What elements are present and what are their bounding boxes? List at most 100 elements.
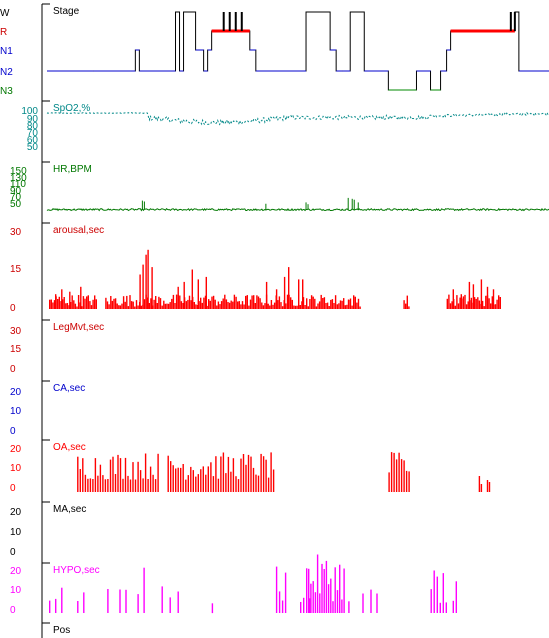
y-tick-label-hr: 50 (10, 199, 22, 210)
arousal-bar (127, 306, 130, 309)
arousal-bar (320, 294, 322, 309)
arousal-bar (81, 306, 83, 309)
hypo-bar (161, 586, 163, 613)
arousal-bar (267, 303, 269, 309)
arousal-bar (205, 276, 207, 309)
arousal-bar (309, 299, 311, 309)
arousal-bar (145, 254, 147, 309)
arousal-bar (351, 305, 353, 309)
oa-bar (187, 475, 189, 492)
arousal-bar (94, 295, 96, 309)
oa-bar (134, 479, 137, 492)
arousal-bar (291, 299, 293, 309)
arousal-bar (478, 300, 481, 309)
hypo-bar (284, 572, 287, 613)
panel-title-hypo: HYPO,sec (53, 565, 100, 576)
arousal-bar (219, 304, 221, 309)
oa-bar (210, 462, 212, 492)
y-tick-label-hypo: 0 (10, 605, 16, 616)
oa-bar (232, 458, 235, 492)
arousal-bar (473, 297, 476, 309)
hypo-bar (49, 600, 51, 613)
oa-bar (227, 456, 230, 492)
arousal-bar (58, 296, 60, 309)
arousal-bar (357, 298, 360, 309)
oa-bar (124, 457, 127, 492)
arousal-bar (498, 295, 500, 309)
arousal-bar (71, 295, 73, 309)
oa-bar (220, 456, 222, 492)
arousal-bar (499, 297, 501, 309)
arousal-bar (69, 291, 71, 309)
hypo-bar (61, 587, 63, 613)
oa-bar (127, 475, 129, 492)
y-tick-label-ca: 20 (10, 387, 22, 398)
oa-bar (403, 460, 405, 492)
arousal-bar (124, 301, 126, 309)
arousal-bar (259, 298, 261, 309)
arousal-bar (68, 305, 70, 309)
oa-bar (222, 452, 225, 492)
arousal-bar (122, 296, 125, 309)
arousal-bar (206, 305, 208, 309)
oa-bar (255, 474, 257, 492)
arousal-bar (235, 296, 237, 309)
oa-bar (175, 468, 177, 492)
arousal-bar (448, 294, 450, 309)
arousal-bar (116, 303, 118, 309)
hypo-bar (362, 593, 364, 613)
oa-bar (390, 452, 393, 492)
arousal-bar (135, 300, 138, 309)
oa-bar (237, 479, 240, 492)
arousal-bar (270, 300, 273, 309)
y-tick-label-ma: 0 (10, 547, 16, 558)
arousal-bar (459, 297, 461, 309)
arousal-bar (485, 295, 487, 309)
arousal-bar (278, 296, 281, 309)
arousal-bar (49, 299, 51, 309)
arousal-bar (331, 299, 334, 309)
arousal-bar (204, 295, 207, 309)
panel-title-pos: Pos (53, 625, 70, 636)
oa-bar (137, 461, 139, 492)
arousal-bar (148, 303, 150, 309)
arousal-bar (349, 298, 352, 309)
y-tick-label-hypo: 20 (10, 566, 22, 577)
oa-bar (393, 452, 395, 492)
arousal-bar (488, 298, 490, 309)
hypo-bar (143, 567, 145, 613)
stage-level-label-r: R (0, 27, 7, 38)
arousal-bar (153, 299, 155, 309)
hypo-bar (169, 597, 171, 613)
arousal-bar (446, 298, 448, 309)
arousal-bar (294, 305, 297, 309)
y-tick-label-ma: 10 (10, 527, 22, 538)
arousal-bar (317, 303, 319, 309)
oa-bar (149, 466, 152, 492)
hypo-bar (334, 567, 336, 613)
arousal-bar (208, 299, 210, 309)
arousal-bar (359, 306, 361, 309)
arousal-bar (183, 281, 185, 309)
arousal-bar (84, 298, 86, 309)
y-tick-label-hypo: 10 (10, 585, 22, 596)
arousal-bar (333, 303, 335, 309)
hypo-bar (321, 563, 323, 613)
arousal-bar (188, 295, 191, 309)
oa-bar (117, 454, 119, 492)
arousal-bar (240, 304, 242, 309)
arousal-bar (108, 304, 110, 309)
arousal-bar (211, 296, 213, 309)
oa-bar (132, 462, 134, 492)
arousal-bar (119, 305, 122, 309)
arousal-bar (52, 302, 54, 309)
oa-bar (192, 470, 194, 492)
oa-bar (147, 479, 149, 492)
hypo-bar (312, 581, 314, 613)
y-tick-label-ma: 20 (10, 507, 22, 518)
arousal-bar (86, 296, 88, 309)
oa-bar (408, 471, 410, 492)
hypo-bar (306, 568, 308, 613)
arousal-bar (161, 305, 163, 309)
hypo-bar (107, 589, 109, 613)
